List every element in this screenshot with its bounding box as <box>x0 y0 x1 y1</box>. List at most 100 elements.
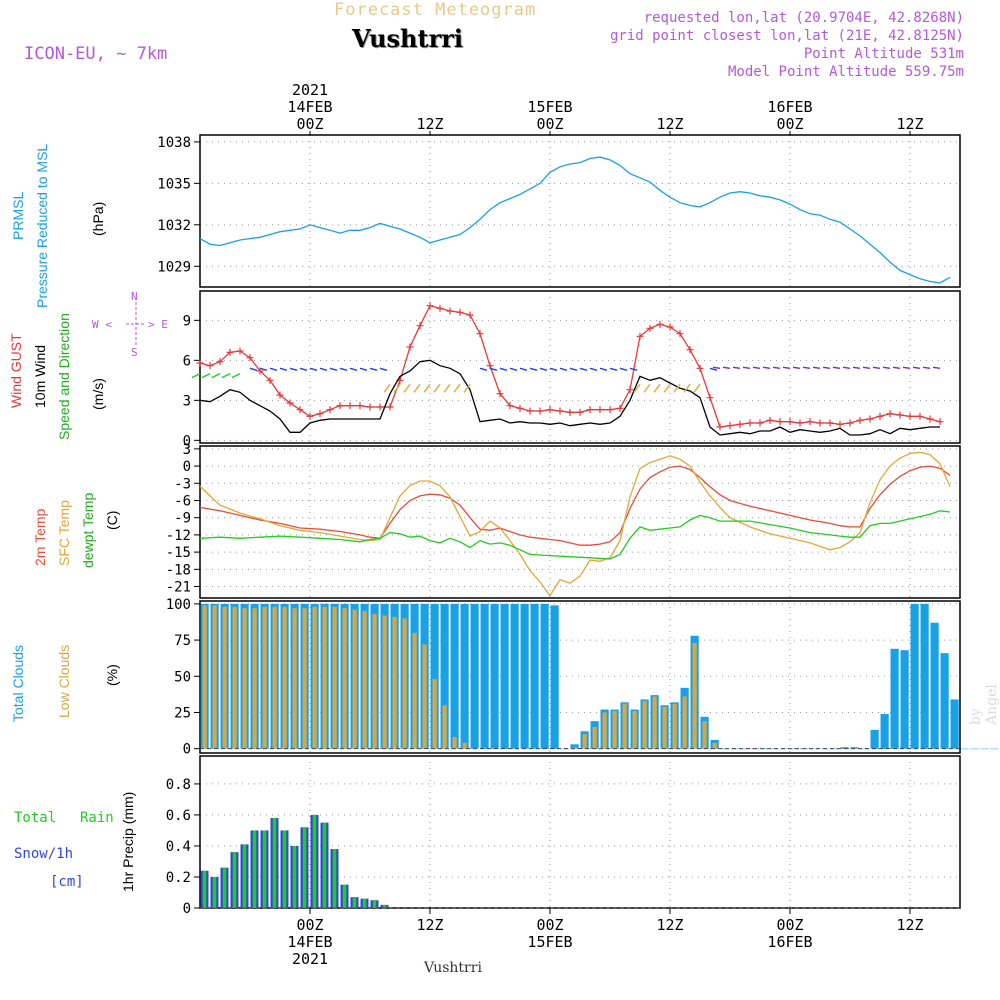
wind-arrow <box>269 367 278 372</box>
bar-rain <box>262 830 267 908</box>
gust-marker <box>346 402 354 410</box>
bar-total-clouds <box>470 603 479 749</box>
ytick-label: 75 <box>174 633 191 649</box>
wind-arrow <box>722 366 731 370</box>
bar-low-clouds <box>442 705 447 749</box>
wind-arrow <box>802 366 811 370</box>
gust-marker <box>446 307 454 315</box>
ytick-label: 1035 <box>157 176 191 192</box>
panel-frame <box>199 290 961 444</box>
gust-marker <box>406 343 414 351</box>
compass-icon <box>126 302 146 346</box>
xtick-label: 00Z <box>296 115 323 133</box>
bar-low-clouds <box>322 606 327 749</box>
bar-low-clouds <box>222 606 227 749</box>
bar-low-clouds <box>392 616 397 749</box>
bar-rain <box>282 830 287 908</box>
gust-marker <box>456 308 464 316</box>
gust-marker <box>316 410 324 418</box>
ytick-label: 0 <box>183 742 191 758</box>
bar-total-clouds <box>550 605 559 749</box>
panel-frame <box>199 600 961 754</box>
wind-arrow <box>191 373 201 379</box>
gust-marker <box>246 354 254 362</box>
ytick-label: 0.6 <box>166 808 191 824</box>
gust-marker <box>526 407 534 415</box>
gust-marker <box>786 418 794 426</box>
gust-marker <box>746 419 754 427</box>
wind-arrow <box>792 366 801 370</box>
wind-arrow <box>349 367 358 372</box>
gust-marker <box>356 402 364 410</box>
ytick-label: 3 <box>183 442 191 458</box>
compass-east: > E <box>148 318 168 331</box>
gust-marker <box>836 420 844 428</box>
gust-marker <box>616 404 624 412</box>
wind-arrow <box>712 366 721 370</box>
gust-marker <box>266 376 274 384</box>
wind-arrow <box>633 383 641 393</box>
bar-low-clouds <box>702 721 707 749</box>
bar-rain <box>212 876 217 908</box>
wind-arrow <box>433 383 441 393</box>
wind-arrow <box>289 367 298 372</box>
gust-marker <box>226 348 234 356</box>
gust-marker <box>416 322 424 330</box>
precip-label-snow: Snow/1h <box>14 846 74 862</box>
wind-arrow <box>309 367 318 372</box>
gust-marker <box>586 406 594 414</box>
wind-arrow <box>709 367 718 372</box>
wind-arrow <box>509 367 518 372</box>
wind-arrow <box>579 367 588 372</box>
bar-low-clouds <box>212 605 217 749</box>
gust-marker <box>726 422 734 430</box>
bar-rain <box>322 822 327 908</box>
ytick-label: 1032 <box>157 218 191 234</box>
ytick-label: 25 <box>174 705 191 721</box>
bar-low-clouds <box>572 747 577 749</box>
panel-frame <box>199 445 961 599</box>
bar-rain <box>342 884 347 908</box>
requested-coords: requested lon,lat (20.9704E, 42.8268N) <box>643 10 964 26</box>
gust-marker <box>276 391 284 399</box>
ytick-label: 0 <box>183 901 191 917</box>
wind-arrow <box>653 383 661 393</box>
gust-marker <box>326 406 334 414</box>
xtick-label: 12Z <box>416 115 443 133</box>
bar-low-clouds <box>682 696 687 749</box>
bar-total-clouds <box>810 748 819 750</box>
gust-marker <box>476 330 484 338</box>
gust-marker <box>866 415 874 423</box>
ytick-label: -12 <box>166 528 191 544</box>
wind-arrow <box>742 366 751 370</box>
ytick-label: -6 <box>174 493 191 509</box>
bar-low-clouds <box>652 696 657 749</box>
gust-marker <box>876 412 884 420</box>
gust-marker <box>626 386 634 394</box>
compass-south: S <box>131 346 138 359</box>
bar-total-clouds <box>990 748 999 750</box>
xtick-label: 00Z <box>776 115 803 133</box>
bar-total-clouds <box>970 748 979 750</box>
bar-total-clouds <box>510 603 519 749</box>
ytick-label: 0 <box>183 433 191 449</box>
bar-low-clouds <box>582 734 587 749</box>
gust-marker <box>536 407 544 415</box>
wind-arrow <box>882 366 891 370</box>
wind-arrow <box>693 383 701 393</box>
wind-arrow <box>822 366 831 370</box>
xtick-label: 15FEB <box>527 933 572 951</box>
wind-arrow <box>922 366 931 370</box>
gust-marker <box>826 419 834 427</box>
bar-total-clouds <box>910 603 919 749</box>
series-line-sfc-temp <box>199 451 951 597</box>
gust-marker <box>426 302 434 310</box>
wind-arrow <box>629 367 638 372</box>
gust-marker <box>846 419 854 427</box>
bar-low-clouds <box>202 605 207 749</box>
bar-rain <box>272 818 277 908</box>
gust-marker <box>736 420 744 428</box>
xtick-label: 00Z <box>536 916 563 934</box>
wind-arrow <box>499 367 508 372</box>
wind-arrow <box>762 366 771 370</box>
